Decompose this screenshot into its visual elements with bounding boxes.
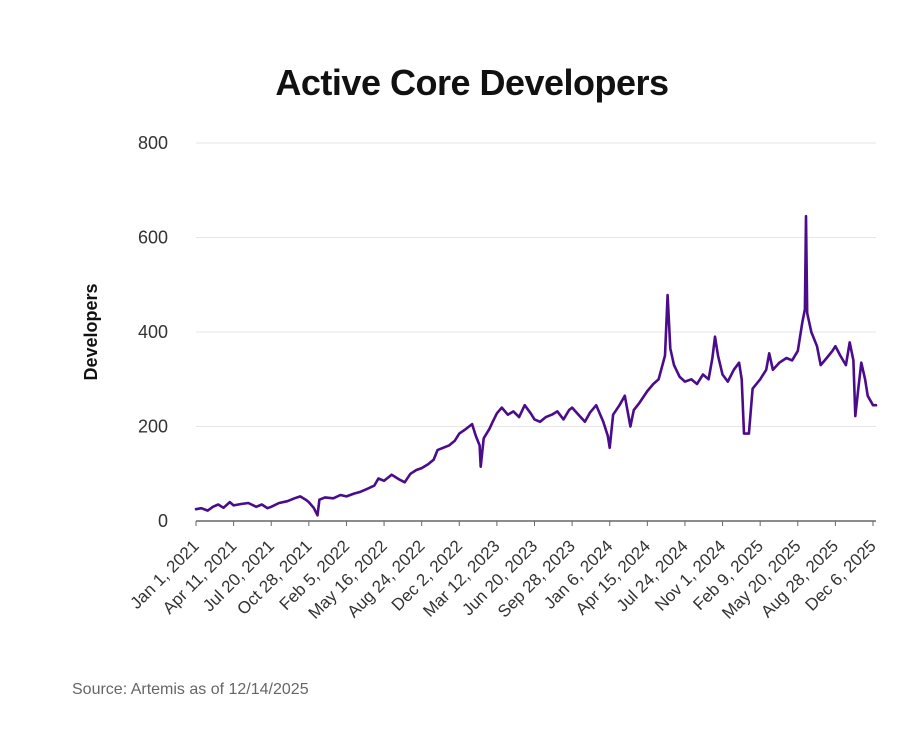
y-tick-label: 400 bbox=[138, 322, 168, 342]
y-tick-label: 0 bbox=[158, 511, 168, 531]
y-tick-label: 600 bbox=[138, 228, 168, 248]
source-note: Source: Artemis as of 12/14/2025 bbox=[72, 681, 309, 698]
y-tick-label: 800 bbox=[138, 133, 168, 153]
series-group bbox=[194, 214, 878, 517]
y-tick-labels: 0 200 400 600 800 bbox=[138, 133, 168, 531]
series-line bbox=[194, 214, 878, 517]
y-axis-label: Developers bbox=[81, 283, 101, 380]
chart-title: Active Core Developers bbox=[275, 62, 669, 103]
grid-lines bbox=[196, 142, 876, 427]
y-tick-label: 200 bbox=[138, 417, 168, 437]
